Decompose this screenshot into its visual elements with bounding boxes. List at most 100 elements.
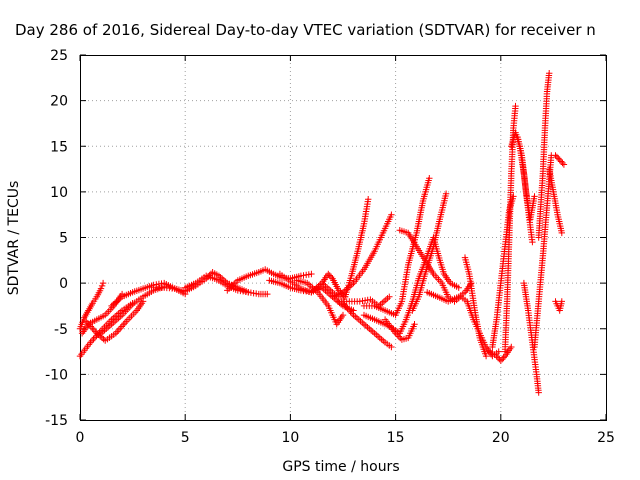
- data-point: [308, 270, 315, 278]
- data-point: [497, 354, 507, 364]
- data-point: [329, 275, 341, 292]
- data-point: [350, 311, 366, 326]
- series-arc-35: [552, 298, 565, 314]
- data-point: [108, 295, 124, 310]
- data-point: [510, 193, 517, 200]
- data-point: [531, 193, 538, 200]
- data-point: [78, 322, 91, 337]
- data-point: [430, 218, 443, 250]
- data-point: [550, 188, 561, 216]
- data-point: [398, 264, 411, 305]
- data-point: [535, 255, 546, 305]
- data-point: [182, 280, 197, 291]
- data-point: [424, 289, 439, 300]
- data-point: [348, 250, 361, 279]
- data-point: [381, 321, 395, 331]
- data-point: [541, 90, 551, 132]
- series-arc-33: [546, 165, 565, 237]
- series-arc-15: [339, 300, 395, 351]
- data-point: [396, 318, 409, 337]
- data-point: [360, 250, 377, 273]
- data-point: [409, 295, 421, 314]
- data-point: [440, 270, 453, 285]
- data-point: [527, 195, 538, 223]
- data-point: [318, 284, 334, 299]
- data-point: [262, 266, 275, 277]
- data-point: [487, 348, 498, 358]
- series-arc-17: [381, 316, 418, 343]
- data-point: [546, 165, 557, 193]
- data-point: [112, 319, 128, 337]
- data-point: [447, 279, 460, 290]
- data-point: [93, 287, 104, 300]
- data-point: [529, 238, 536, 246]
- data-point: [118, 302, 134, 319]
- series-arc-21: [409, 190, 450, 314]
- data-point: [360, 321, 376, 335]
- data-point: [506, 172, 515, 241]
- data-point: [333, 313, 345, 328]
- data-point: [89, 295, 99, 307]
- data-point: [508, 343, 515, 351]
- x-tick-label: 0: [76, 430, 85, 446]
- data-point: [413, 200, 426, 237]
- data-point: [224, 278, 240, 294]
- data-point: [543, 72, 553, 95]
- y-tick-label: 15: [50, 139, 68, 155]
- data-point: [510, 105, 519, 132]
- data-point: [371, 302, 387, 313]
- data-point: [386, 293, 393, 300]
- data-point: [329, 290, 345, 300]
- data-point: [495, 348, 502, 355]
- data-point: [365, 196, 372, 203]
- data-point: [371, 330, 387, 345]
- data-point: [76, 341, 93, 360]
- data-point: [371, 232, 386, 255]
- data-point: [539, 204, 551, 259]
- data-point: [438, 279, 451, 298]
- chart-title: Day 286 of 2016, Sidereal Day-to-day VTE…: [15, 21, 596, 39]
- series-arc-32: [535, 70, 553, 241]
- y-tick-label: -10: [45, 367, 68, 383]
- series-arc-31: [531, 152, 555, 351]
- y-tick-label: 20: [50, 94, 68, 110]
- y-axis-label: SDTVAR / TECUs: [6, 181, 22, 296]
- data-point: [463, 298, 476, 321]
- data-point: [503, 236, 513, 305]
- data-point: [392, 300, 405, 319]
- data-point: [554, 211, 565, 234]
- series-arc-8: [182, 272, 271, 298]
- data-point: [360, 198, 371, 227]
- data-point: [535, 389, 542, 396]
- data-point: [308, 281, 324, 296]
- data-point: [99, 279, 107, 287]
- data-point: [379, 213, 394, 237]
- series-arc-12: [293, 277, 347, 328]
- data-point: [245, 269, 260, 279]
- data-point: [552, 298, 560, 307]
- data-point: [398, 335, 410, 343]
- data-point: [466, 270, 479, 316]
- plot-frame: [79, 54, 607, 421]
- data-point: [514, 133, 525, 157]
- data-point: [108, 313, 124, 328]
- data-point: [405, 323, 417, 342]
- data-point: [102, 331, 117, 344]
- data-point: [457, 293, 469, 304]
- data-point: [234, 273, 250, 284]
- data-point: [461, 281, 474, 296]
- data-point: [287, 278, 302, 291]
- data-point: [266, 277, 281, 286]
- plot-border: [80, 55, 607, 421]
- data-point: [339, 311, 347, 319]
- data-point: [501, 209, 513, 250]
- data-point: [558, 298, 565, 305]
- data-point: [371, 316, 387, 327]
- x-tick-label: 15: [387, 430, 405, 446]
- data-point: [123, 309, 139, 325]
- data-point: [93, 313, 107, 323]
- data-point: [325, 302, 335, 316]
- data-point: [381, 307, 397, 318]
- y-tick-label: -15: [45, 413, 68, 429]
